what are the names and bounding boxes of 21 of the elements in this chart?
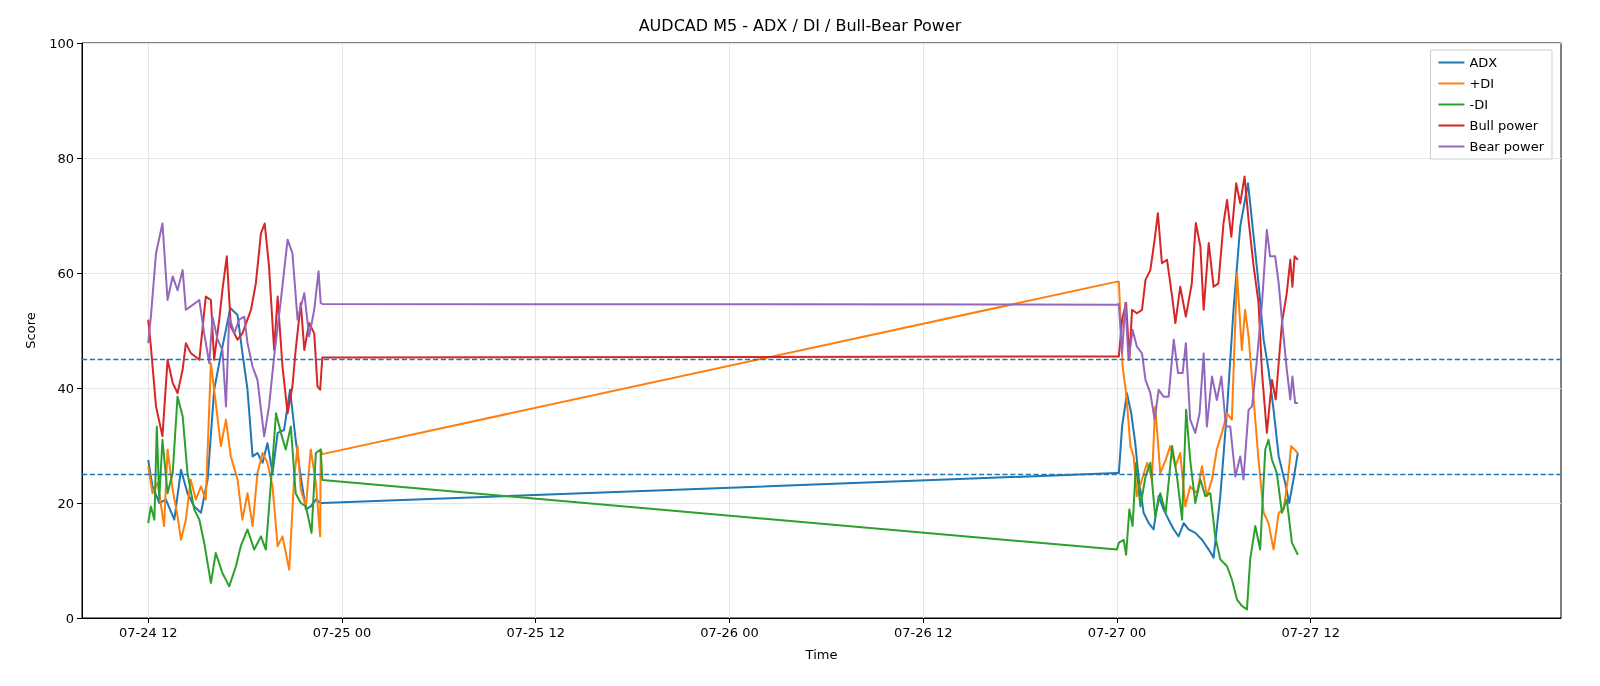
- x-tick-label: 07-25 12: [506, 625, 565, 640]
- y-tick-label: 0: [65, 610, 74, 626]
- x-tick-label: 07-24 12: [118, 625, 178, 640]
- legend-label: +DI: [1469, 76, 1495, 91]
- x-tick-label: 07-26 12: [894, 625, 953, 640]
- chart-title: AUDCAD M5 - ADX / DI / Bull-Bear Power: [638, 15, 962, 35]
- legend-label: Bear power: [1469, 139, 1545, 154]
- y-tick-label: 80: [57, 150, 74, 166]
- legend-label: ADX: [1469, 55, 1498, 70]
- y-tick-label: 60: [57, 265, 74, 281]
- x-tick-label: 07-27 00: [1087, 625, 1147, 640]
- y-axis-title: Score: [23, 312, 38, 349]
- x-tick-label: 07-27 12: [1281, 625, 1340, 640]
- y-tick-label: 40: [57, 380, 74, 396]
- x-tick-label: 07-26 00: [700, 625, 759, 640]
- legend-label: -DI: [1469, 97, 1489, 112]
- legend-label: Bull power: [1469, 118, 1539, 133]
- x-axis-title: Time: [804, 647, 838, 662]
- y-tick-label: 20: [57, 495, 74, 511]
- y-tick-label: 100: [49, 35, 74, 51]
- x-tick-label: 07-25 00: [312, 625, 372, 640]
